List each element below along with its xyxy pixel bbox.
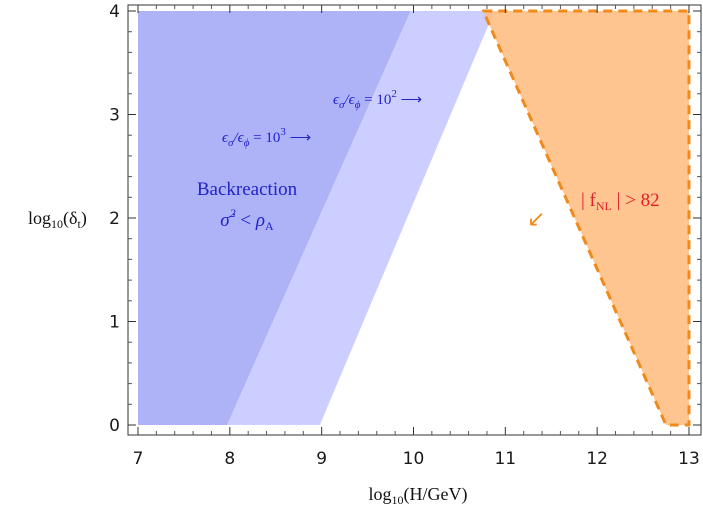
plot-regions — [138, 9, 691, 427]
y-tick-label: 4 — [109, 2, 120, 22]
y-tick-label: 3 — [109, 106, 120, 126]
x-tick-label: 13 — [678, 449, 700, 469]
x-tick-label: 12 — [586, 449, 608, 469]
ratio-label-high: ϵσ/ϵϕ = 103 ⟶ — [222, 126, 311, 149]
y-tick-label: 2 — [109, 209, 120, 229]
x-tick-label: 10 — [403, 449, 425, 469]
x-tick-label: 8 — [224, 449, 235, 469]
plot-border — [127, 4, 702, 436]
ratio-label-low: ϵσ/ϵϕ = 102 ⟶ — [333, 88, 422, 111]
x-tick-label: 9 — [316, 449, 327, 469]
y-tick-label: 0 — [109, 416, 120, 436]
x-axis-label: log10(H/GeV) — [369, 484, 468, 507]
x-tick-label: 7 — [133, 449, 144, 469]
region-2 — [481, 9, 691, 427]
x-tick-label: 11 — [494, 449, 516, 469]
region-1 — [227, 11, 495, 425]
fnl-label: | fNL | > 82 — [581, 190, 660, 213]
y-axis-label: log10(δt) — [28, 208, 87, 231]
fnl-arrow-icon: ↙ — [527, 206, 545, 231]
plot-frame — [127, 4, 702, 436]
backreaction-label-line1: Backreaction — [197, 179, 298, 200]
region-0 — [138, 11, 411, 425]
y-tick-label: 1 — [109, 313, 120, 333]
